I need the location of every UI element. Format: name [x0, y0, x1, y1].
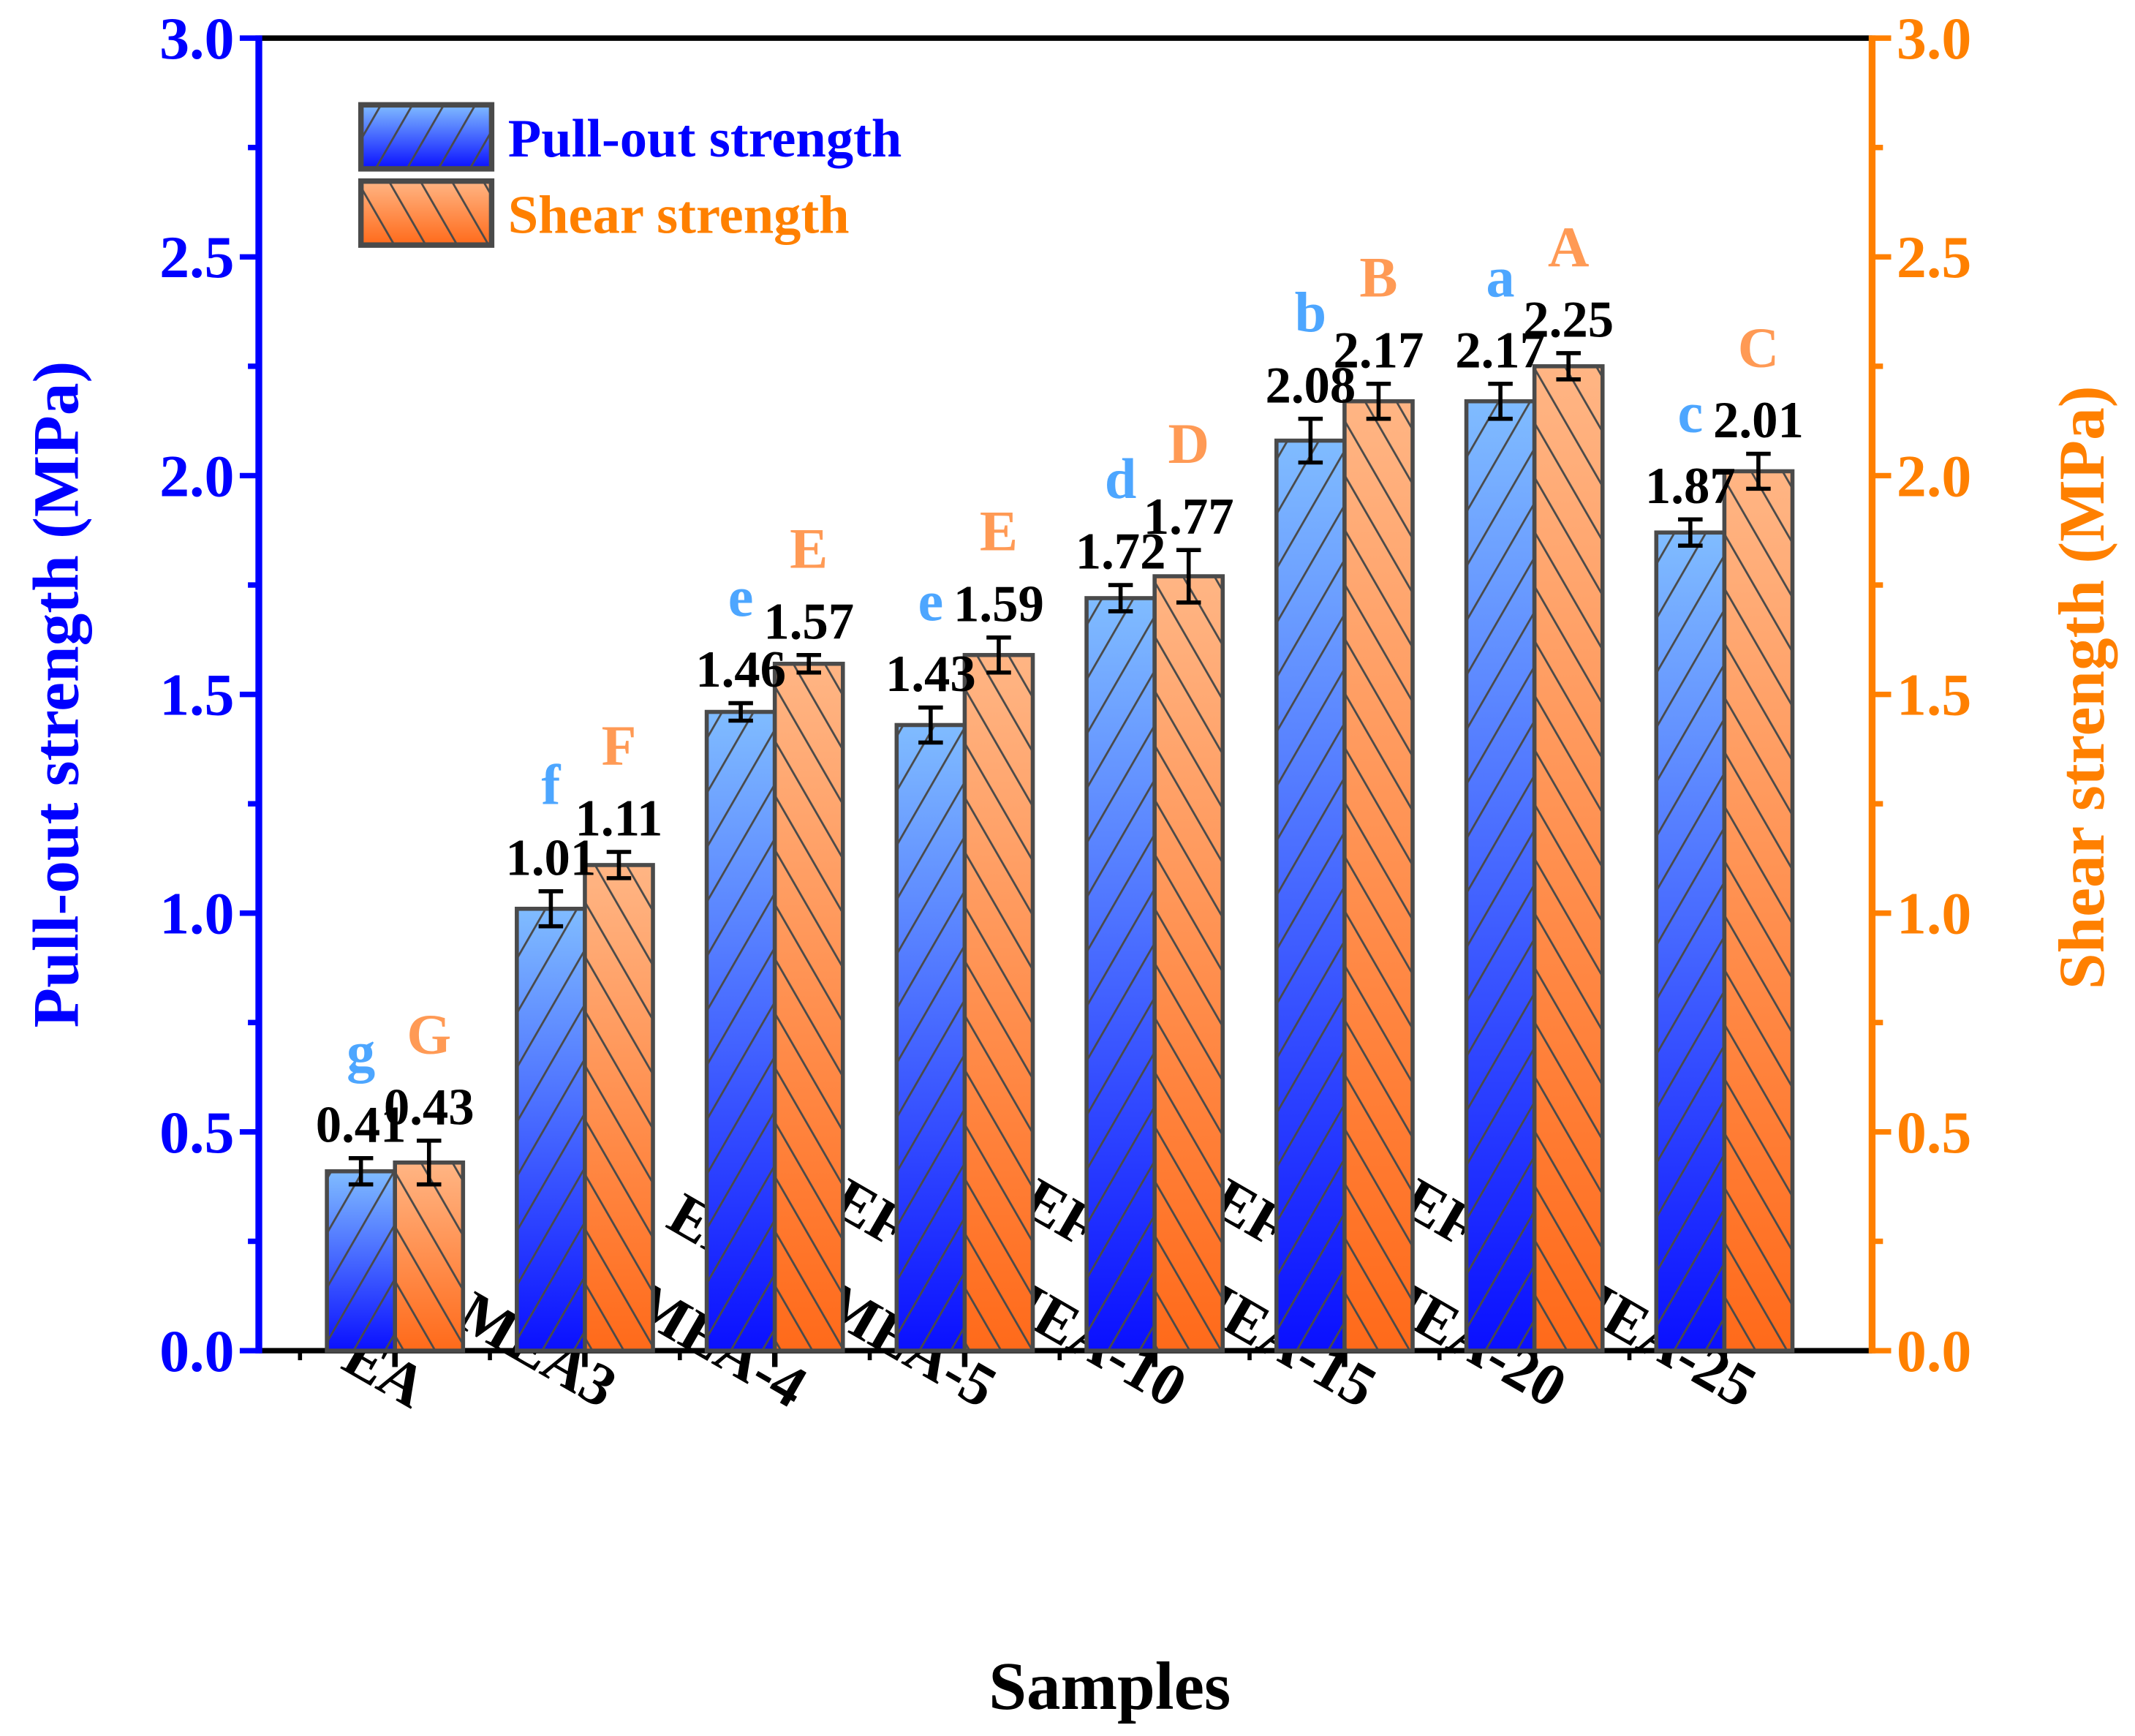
- shear-significance-letter: E: [790, 517, 828, 581]
- right-y-tick-label: 2.5: [1897, 224, 1971, 290]
- pull-out-significance-letter: e: [918, 569, 944, 633]
- shear-bar-hatch: [1152, 574, 1225, 1353]
- pull-out-bar-hatch: [325, 1169, 397, 1353]
- pull-out-bar-hatch: [1084, 596, 1157, 1353]
- pull-out-bar-hatch: [1464, 399, 1537, 1353]
- shear-significance-letter: D: [1168, 412, 1209, 475]
- shear-value-label: 1.77: [1144, 488, 1234, 546]
- x-axis-title: Samples: [989, 1649, 1231, 1724]
- legend: Pull-out strength Shear strength: [358, 102, 902, 248]
- shear-legend-label: Shear strength: [508, 185, 850, 245]
- pull-out-significance-letter: f: [541, 753, 561, 817]
- pull-out-legend-label: Pull-out strength: [508, 109, 902, 169]
- shear-value-label: 2.25: [1523, 292, 1614, 349]
- left-y-tick-label: 3.0: [159, 5, 234, 72]
- pull-out-bar-hatch: [515, 906, 587, 1353]
- pull-out-bar-hatch: [894, 722, 967, 1353]
- shear-bar-hatch: [1342, 399, 1415, 1353]
- shear-value-label: 0.43: [384, 1079, 475, 1136]
- shear-legend-swatch-hatch: [358, 178, 495, 248]
- shear-significance-letter: E: [980, 499, 1018, 563]
- pull-out-bar-hatch: [1274, 438, 1347, 1353]
- shear-significance-letter: C: [1738, 315, 1779, 379]
- pull-out-value-label: 1.87: [1645, 458, 1736, 515]
- pull-out-value-label: 0.41: [316, 1096, 407, 1153]
- pull-out-bar-hatch: [704, 709, 777, 1353]
- pull-out-value-label: 2.17: [1455, 322, 1546, 379]
- left-y-tick-label: 0.5: [159, 1099, 234, 1166]
- left-y-axis-title: Pull-out strength (MPa): [20, 361, 92, 1028]
- shear-bar-hatch: [1722, 469, 1795, 1353]
- pull-out-significance-letter: d: [1105, 447, 1136, 510]
- shear-value-label: 2.01: [1713, 392, 1804, 449]
- pull-out-value-label: 1.46: [695, 641, 786, 698]
- shear-significance-letter: A: [1548, 215, 1589, 279]
- left-y-tick-label: 2.5: [159, 224, 234, 290]
- axes: 0.0 0.0 0.5 0.5 1.0 1.0 1.5 1.5 2.0 2.0 2.5 2.5 3.0 3…: [20, 5, 2118, 1724]
- pull-out-significance-letter: a: [1486, 246, 1515, 309]
- right-y-tick-label: 2.0: [1897, 442, 1971, 509]
- bars: [325, 351, 1795, 1353]
- right-y-tick-label: 1.5: [1897, 662, 1971, 728]
- shear-value-label: 1.59: [953, 575, 1044, 633]
- shear-bar-hatch: [772, 661, 845, 1353]
- shear-value-label: 1.57: [763, 593, 854, 650]
- shear-significance-letter: F: [602, 714, 637, 777]
- shear-bar-hatch: [1532, 364, 1605, 1353]
- right-y-axis-title: Shear strength (MPa): [2046, 385, 2118, 989]
- shear-value-label: 1.11: [575, 790, 663, 848]
- shear-bar-hatch: [962, 652, 1035, 1353]
- pull-out-legend-swatch-hatch: [358, 102, 495, 172]
- pull-out-value-label: 2.08: [1265, 357, 1356, 414]
- shear-significance-letter: G: [407, 1003, 451, 1066]
- left-y-tick-label: 1.0: [159, 880, 234, 947]
- left-y-tick-label: 0.0: [159, 1318, 234, 1384]
- pull-out-value-label: 1.72: [1076, 524, 1166, 581]
- left-y-tick-label: 1.5: [159, 662, 234, 728]
- pull-out-significance-letter: e: [728, 565, 754, 628]
- pull-out-bar-hatch: [1654, 530, 1727, 1353]
- right-y-tick-label: 1.0: [1897, 880, 1971, 947]
- shear-bar-hatch: [393, 1160, 466, 1353]
- pull-out-significance-letter: g: [347, 1020, 375, 1084]
- shear-value-label: 2.17: [1334, 322, 1424, 379]
- right-y-tick-label: 0.5: [1897, 1099, 1971, 1166]
- left-y-tick-label: 2.0: [159, 442, 234, 509]
- pull-out-significance-letter: c: [1677, 381, 1703, 445]
- pull-out-significance-letter: b: [1295, 280, 1326, 344]
- right-y-tick-label: 3.0: [1897, 5, 1971, 72]
- pull-out-value-label: 1.01: [505, 829, 596, 886]
- shear-significance-letter: B: [1359, 246, 1397, 309]
- right-y-tick-label: 0.0: [1897, 1318, 1971, 1384]
- shear-bar-hatch: [583, 863, 655, 1353]
- pull-out-value-label: 1.43: [885, 646, 976, 703]
